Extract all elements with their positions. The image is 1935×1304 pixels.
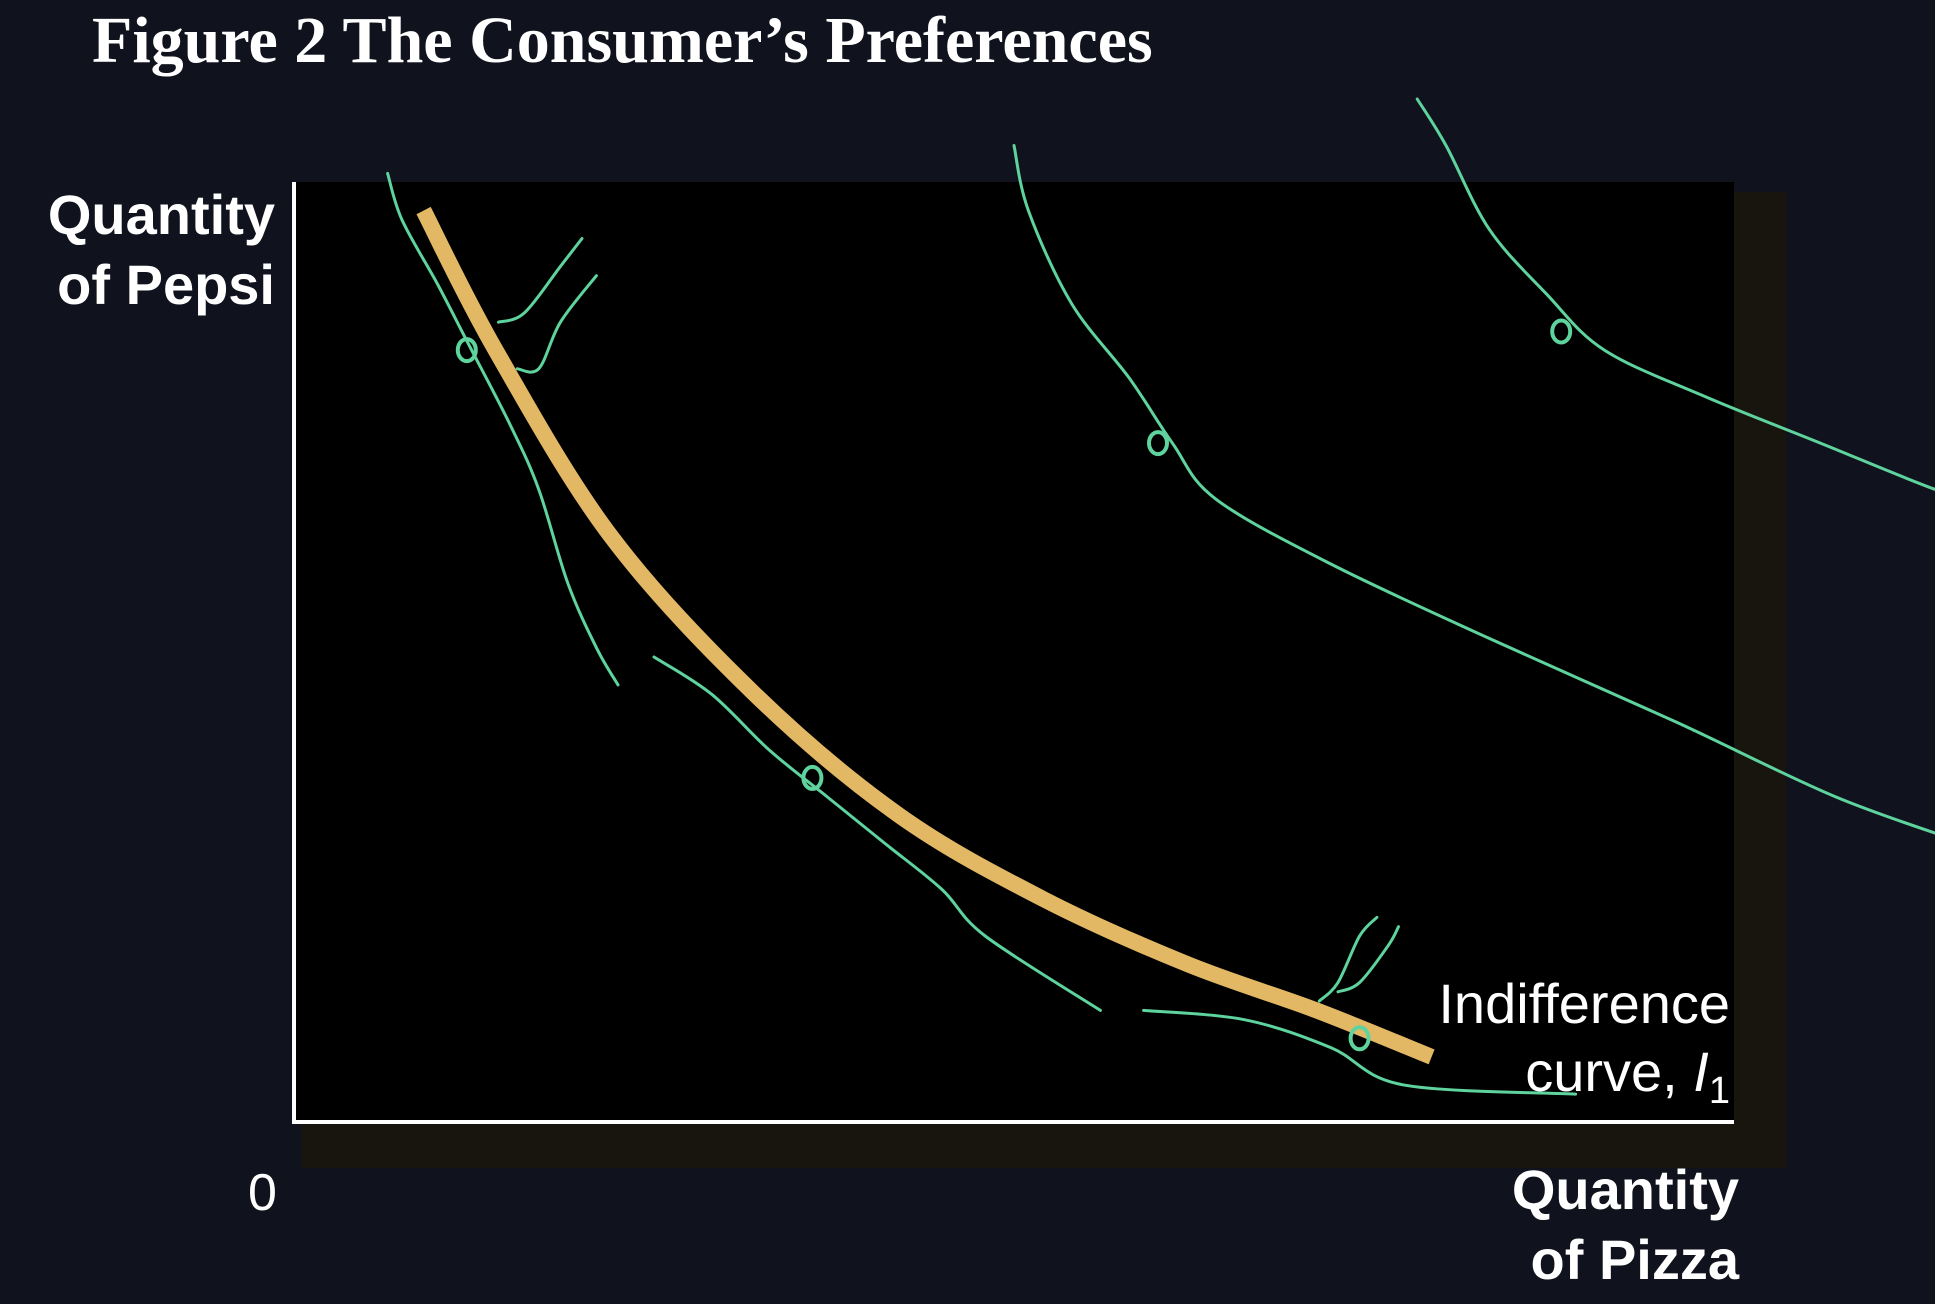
x-axis-label: Quantity of Pizza [1339,1155,1739,1295]
annotation-point-3 [1147,430,1169,457]
annotation-point-1 [455,337,478,364]
origin-label: 0 [248,1164,277,1222]
y-axis-label: Quantity of Pepsi [0,180,275,320]
check-mark-1 [497,237,584,324]
annotation-point-2 [801,764,824,791]
plot-area [292,182,1734,1122]
annotation-stroke-2 [652,655,1102,1012]
check-mark-3 [1317,915,1379,1003]
curve-label-line-1: Indifference [1438,972,1730,1035]
indifference-curve-label: Indifference curve, I1 [1400,970,1730,1125]
annotation-stroke-3 [1142,1008,1578,1096]
annotation-point-5 [1348,1025,1371,1052]
annotation-point-4 [1550,318,1573,345]
annotation-stroke-1 [386,171,620,687]
curve-label-symbol: I [1693,1040,1709,1103]
check-mark-2 [515,274,598,374]
annotation-stroke-5 [1415,97,1935,491]
curve-label-subscript: 1 [1708,1070,1730,1113]
x-axis-label-line-1: Quantity [1511,1158,1739,1221]
check-mark-4 [1336,925,1400,994]
y-axis-label-line-2: of Pepsi [57,253,275,316]
y-axis-label-line-1: Quantity [47,183,275,246]
figure-title: Figure 2 The Consumer’s Preferences [92,4,1153,77]
x-axis-label-line-2: of Pizza [1530,1228,1739,1291]
annotation-stroke-4 [1012,144,1935,835]
indifference-curve-line-1 [416,206,1435,1065]
curve-label-line-2: curve, I1 [1400,1038,1730,1125]
